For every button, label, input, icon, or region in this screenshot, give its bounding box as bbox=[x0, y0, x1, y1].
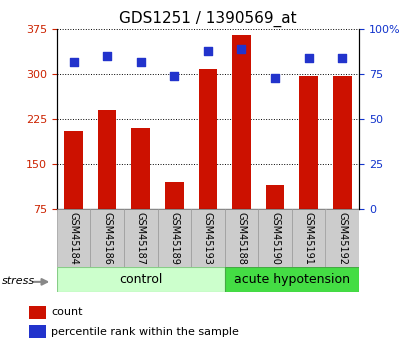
Bar bbox=[124, 209, 158, 267]
Bar bbox=[57, 209, 90, 267]
Point bbox=[238, 46, 245, 52]
Point bbox=[171, 73, 178, 79]
Text: GSM45186: GSM45186 bbox=[102, 211, 112, 265]
Point bbox=[70, 59, 77, 65]
Text: count: count bbox=[51, 307, 83, 317]
Text: GSM45192: GSM45192 bbox=[337, 211, 347, 265]
Bar bbox=[191, 209, 225, 267]
Bar bbox=[158, 209, 191, 267]
Text: stress: stress bbox=[2, 276, 35, 286]
Text: GSM45190: GSM45190 bbox=[270, 211, 280, 265]
Text: GSM45189: GSM45189 bbox=[169, 211, 179, 265]
Point bbox=[205, 48, 211, 53]
Bar bbox=[225, 267, 359, 292]
Bar bbox=[266, 185, 284, 209]
Bar bbox=[57, 267, 225, 292]
Bar bbox=[131, 128, 150, 209]
Bar bbox=[199, 69, 217, 209]
Text: GSM45191: GSM45191 bbox=[304, 211, 314, 265]
Bar bbox=[225, 209, 258, 267]
Bar bbox=[326, 209, 359, 267]
Text: acute hypotension: acute hypotension bbox=[234, 273, 350, 286]
Text: GSM45187: GSM45187 bbox=[136, 211, 146, 265]
Point bbox=[339, 55, 346, 61]
Bar bbox=[299, 76, 318, 209]
Point bbox=[305, 55, 312, 61]
Text: GSM45184: GSM45184 bbox=[68, 211, 79, 265]
Title: GDS1251 / 1390569_at: GDS1251 / 1390569_at bbox=[119, 10, 297, 27]
Bar bbox=[333, 76, 352, 209]
Text: percentile rank within the sample: percentile rank within the sample bbox=[51, 327, 239, 337]
Point bbox=[104, 53, 110, 59]
Bar bbox=[165, 182, 184, 209]
Bar bbox=[90, 209, 124, 267]
Text: GSM45193: GSM45193 bbox=[203, 211, 213, 265]
Bar bbox=[232, 35, 251, 209]
Bar bbox=[64, 131, 83, 209]
Bar bbox=[98, 110, 116, 209]
Point bbox=[272, 75, 278, 80]
Text: control: control bbox=[119, 273, 163, 286]
Text: GSM45188: GSM45188 bbox=[236, 211, 247, 265]
Bar bbox=[29, 325, 46, 338]
Bar bbox=[292, 209, 326, 267]
Bar bbox=[29, 306, 46, 319]
Point bbox=[137, 59, 144, 65]
Bar bbox=[258, 209, 292, 267]
